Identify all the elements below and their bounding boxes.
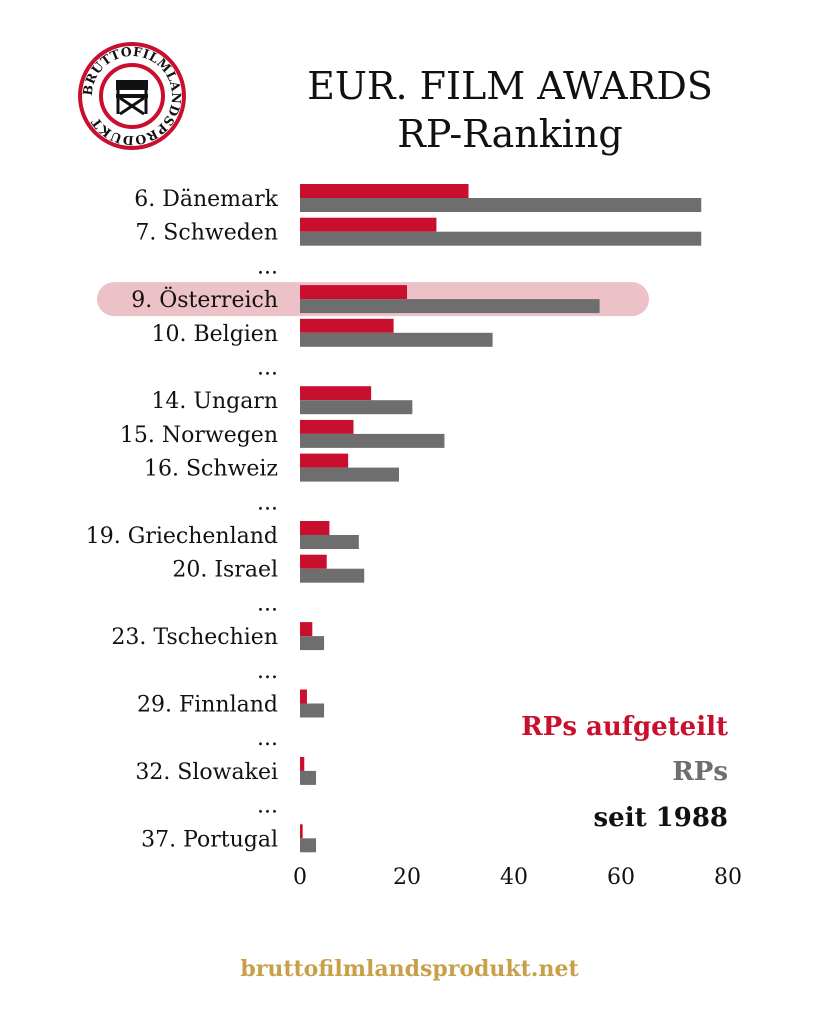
row-label: 32. Slowakei (135, 760, 278, 785)
gap-ellipsis: ... (257, 794, 278, 819)
row-label: 23. Tschechien (111, 625, 278, 650)
row-label: 16. Schweiz (144, 457, 278, 482)
gap-ellipsis: ... (257, 659, 278, 684)
row-label: 7. Schweden (135, 221, 278, 246)
row-label: 19. Griechenland (86, 524, 278, 549)
bar-split (300, 285, 407, 300)
bar-total (300, 467, 399, 482)
bar-split (300, 453, 349, 468)
legend-total: RPs (672, 757, 728, 787)
bar-split (300, 419, 354, 434)
row-label: 14. Ungarn (151, 389, 278, 414)
bar-split (300, 622, 313, 637)
x-tick-label: 20 (393, 865, 421, 890)
x-tick-label: 80 (714, 865, 742, 890)
bar-total (300, 703, 325, 718)
director-chair-icon (116, 80, 148, 116)
gap-ellipsis: ... (257, 356, 278, 381)
bar-split (300, 217, 437, 232)
legend-split: RPs aufgeteilt (521, 712, 728, 742)
row-label: 37. Portugal (141, 827, 278, 852)
ranking-chart: 6. Dänemark 7. Schweden... 9. Österreich 10… (86, 184, 742, 890)
bar-split (300, 318, 394, 333)
bar-total (300, 568, 365, 583)
row-label: 6. Dänemark (134, 187, 278, 212)
chart-title-line1: EUR. FILM AWARDS (307, 64, 713, 108)
bar-total (300, 299, 600, 314)
row-label: 29. Finnland (137, 693, 278, 718)
row-label: 20. Israel (172, 558, 278, 583)
bar-total (300, 332, 493, 347)
bar-split (300, 386, 372, 401)
row-label: 15. Norwegen (120, 423, 278, 448)
bar-total (300, 535, 359, 549)
row-label: 10. Belgien (151, 322, 278, 347)
legend-period: seit 1988 (594, 803, 728, 833)
footer-url: bruttofilmlandsprodukt.net (240, 956, 579, 982)
bar-total (300, 770, 317, 785)
x-tick-label: 60 (607, 865, 635, 890)
gap-ellipsis: ... (257, 726, 278, 751)
bar-split (300, 521, 330, 535)
gap-ellipsis: ... (257, 591, 278, 616)
bar-total (300, 231, 702, 246)
chart-title-line2: RP-Ranking (397, 112, 623, 156)
gap-ellipsis: ... (257, 490, 278, 515)
row-label: 9. Österreich (131, 286, 278, 313)
gap-ellipsis: ... (257, 254, 278, 279)
bar-split (300, 689, 307, 704)
brand-logo: BRUTTOFILMLANDSPRODUKT (78, 42, 186, 150)
bar-split (300, 184, 469, 198)
bar-total (300, 400, 413, 415)
bar-split (300, 824, 303, 839)
bar-total (300, 433, 445, 448)
x-tick-label: 40 (500, 865, 528, 890)
x-tick-label: 0 (293, 865, 307, 890)
bar-split (300, 554, 327, 569)
bar-total (300, 636, 325, 651)
bar-total (300, 198, 702, 212)
bar-total (300, 838, 317, 853)
bar-split (300, 756, 305, 771)
